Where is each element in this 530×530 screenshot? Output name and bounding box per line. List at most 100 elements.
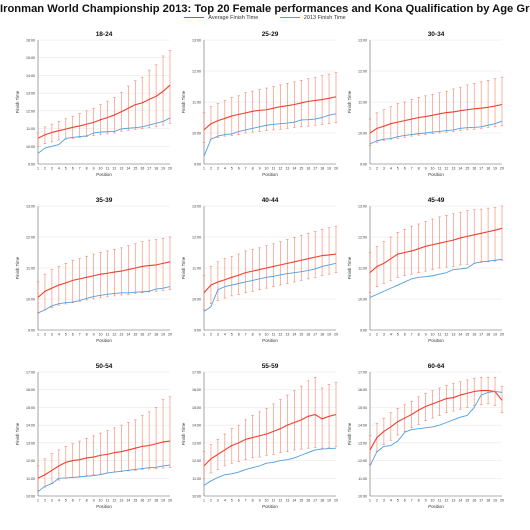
x-tick-label: 4 (58, 499, 60, 503)
y-axis-label: Finish Time (181, 256, 186, 279)
x-tick-label: 19 (493, 499, 497, 503)
y-tick-label: 17:00 (358, 371, 367, 375)
x-tick-label: 10 (99, 167, 103, 171)
x-tick-label: 5 (65, 333, 67, 337)
y-tick-label: 14:00 (26, 74, 35, 78)
x-tick-label: 5 (231, 333, 233, 337)
x-tick-label: 2 (44, 167, 46, 171)
x-tick-label: 13 (285, 499, 289, 503)
x-axis-label: Position (428, 504, 444, 509)
y-tick-label: 10:00 (358, 298, 367, 302)
legend-finish-swatch (279, 17, 300, 19)
x-tick-label: 19 (493, 167, 497, 171)
x-tick-label: 15 (133, 167, 137, 171)
x-tick-label: 7 (245, 333, 247, 337)
x-tick-label: 3 (383, 167, 385, 171)
series-average-line (37, 440, 171, 479)
x-tick-label: 13 (285, 167, 289, 171)
x-tick-label: 2 (376, 333, 378, 337)
y-tick-label: 9:00 (360, 329, 367, 333)
series-2013-finish-line (369, 258, 503, 298)
x-tick-label: 8 (418, 499, 420, 503)
y-tick-label: 11:00 (192, 101, 201, 105)
x-tick-label: 17 (147, 167, 151, 171)
y-tick-label: 17:00 (192, 371, 201, 375)
x-tick-label: 4 (58, 167, 60, 171)
x-tick-label: 17 (479, 333, 483, 337)
x-tick-label: 15 (299, 499, 303, 503)
series-average-line (203, 253, 337, 294)
y-tick-label: 10:00 (358, 495, 367, 499)
x-tick-label: 2 (376, 167, 378, 171)
x-axis-label: Position (428, 172, 444, 177)
panel-title: 40-44 (262, 197, 279, 204)
y-tick-label: 14:00 (26, 424, 35, 428)
y-tick-label: 11:00 (358, 267, 367, 271)
x-tick-label: 12 (444, 333, 448, 337)
x-tick-label: 1 (203, 167, 205, 171)
x-tick-label: 1 (369, 167, 371, 171)
x-tick-label: 6 (72, 499, 74, 503)
y-tick-label: 15:00 (192, 406, 201, 410)
x-tick-label: 14 (126, 333, 130, 337)
y-tick-label: 13:00 (192, 39, 201, 43)
x-axis-label: Position (428, 338, 444, 343)
x-tick-label: 18 (320, 499, 324, 503)
x-tick-label: 20 (168, 167, 172, 171)
x-tick-label: 7 (245, 499, 247, 503)
x-tick-label: 16 (306, 167, 310, 171)
legend-item-finish: 2013 Finish Time (279, 15, 346, 21)
x-tick-label: 7 (411, 499, 413, 503)
y-tick-label: 14:00 (358, 424, 367, 428)
y-tick-label: 11:00 (26, 267, 35, 271)
x-tick-label: 1 (369, 333, 371, 337)
x-tick-label: 16 (472, 499, 476, 503)
x-tick-label: 8 (418, 333, 420, 337)
y-tick-label: 15:00 (26, 56, 35, 60)
x-tick-label: 7 (411, 167, 413, 171)
x-tick-label: 10 (265, 333, 269, 337)
x-tick-label: 14 (458, 499, 462, 503)
x-tick-label: 11 (438, 333, 442, 337)
x-tick-label: 1 (203, 333, 205, 337)
x-tick-label: 1 (203, 499, 205, 503)
x-tick-label: 7 (79, 167, 81, 171)
series-2013-finish-line (369, 120, 503, 145)
x-tick-label: 13 (451, 333, 455, 337)
x-axis-label: Position (96, 338, 112, 343)
x-tick-label: 16 (306, 333, 310, 337)
x-tick-label: 11 (106, 333, 110, 337)
x-tick-label: 5 (65, 167, 67, 171)
x-tick-label: 3 (383, 499, 385, 503)
y-axis-label: Finish Time (347, 90, 352, 113)
x-tick-label: 16 (140, 499, 144, 503)
x-tick-label: 7 (79, 499, 81, 503)
x-tick-label: 3 (217, 499, 219, 503)
x-tick-label: 2 (210, 499, 212, 503)
x-tick-label: 5 (397, 499, 399, 503)
x-tick-label: 4 (58, 333, 60, 337)
x-tick-label: 4 (390, 333, 392, 337)
x-tick-label: 6 (238, 499, 240, 503)
x-tick-label: 15 (299, 167, 303, 171)
x-tick-label: 10 (265, 499, 269, 503)
y-tick-label: 9:00 (28, 329, 35, 333)
panel-title: 50-54 (96, 363, 113, 370)
series-average-line (369, 227, 503, 274)
x-tick-label: 10 (431, 333, 435, 337)
x-tick-label: 20 (334, 333, 338, 337)
y-tick-label: 10:00 (26, 495, 35, 499)
legend-average-swatch (184, 17, 205, 19)
series-2013-finish-line (203, 447, 337, 486)
x-tick-label: 3 (51, 499, 53, 503)
x-tick-label: 1 (37, 167, 39, 171)
x-tick-label: 4 (390, 167, 392, 171)
x-tick-label: 4 (224, 167, 226, 171)
panel-title: 25-29 (262, 31, 279, 38)
x-tick-label: 6 (238, 167, 240, 171)
y-tick-label: 12:00 (192, 70, 201, 74)
x-tick-label: 2 (210, 167, 212, 171)
x-tick-label: 2 (44, 333, 46, 337)
y-tick-label: 14:00 (192, 424, 201, 428)
